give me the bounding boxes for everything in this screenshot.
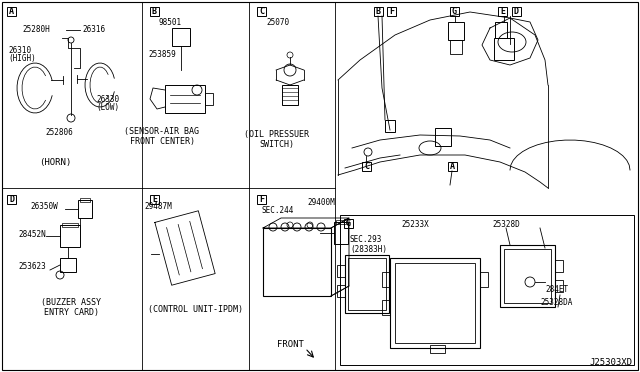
Text: 253623: 253623 (18, 262, 45, 271)
Text: D: D (514, 7, 519, 16)
Bar (387, 7, 396, 16)
Text: C: C (259, 7, 264, 16)
Bar (450, 40, 462, 54)
Bar (450, 7, 459, 16)
Bar (150, 195, 159, 204)
Text: A: A (9, 7, 14, 16)
Text: (HORN): (HORN) (39, 158, 71, 167)
Text: (OIL PRESSUER: (OIL PRESSUER (244, 130, 310, 139)
Bar (494, 38, 514, 60)
Bar (385, 120, 395, 132)
Text: (SENSOR-AIR BAG: (SENSOR-AIR BAG (125, 127, 200, 136)
Text: 29487M: 29487M (144, 202, 172, 211)
Text: (28383H): (28383H) (350, 245, 387, 254)
Text: F: F (389, 7, 394, 16)
Text: 26330: 26330 (96, 95, 119, 104)
Bar (60, 258, 76, 272)
Text: 25280H: 25280H (22, 25, 50, 34)
Text: SEC.244: SEC.244 (261, 206, 293, 215)
Bar (334, 222, 348, 244)
Text: (HIGH): (HIGH) (8, 54, 36, 63)
Text: 25070: 25070 (266, 18, 289, 27)
Bar (495, 22, 507, 38)
Bar (374, 7, 383, 16)
Bar (390, 258, 480, 348)
Text: E: E (152, 195, 157, 204)
Text: A: A (450, 162, 455, 171)
Text: C: C (364, 162, 369, 171)
Bar (555, 280, 563, 292)
Text: 28452N: 28452N (18, 230, 45, 239)
Bar (80, 198, 90, 202)
Text: F: F (259, 195, 264, 204)
Bar (257, 7, 266, 16)
Text: 98501: 98501 (159, 18, 182, 27)
Text: 253859: 253859 (148, 50, 176, 59)
Bar (7, 7, 16, 16)
Bar (362, 162, 371, 171)
Text: 284ET: 284ET (545, 285, 568, 294)
Bar (78, 200, 92, 218)
Bar (263, 228, 331, 296)
Text: FRONT CENTER): FRONT CENTER) (129, 137, 195, 146)
Text: D: D (9, 195, 14, 204)
Text: G: G (452, 7, 457, 16)
Bar (382, 300, 390, 315)
Bar (60, 225, 80, 247)
Bar (504, 249, 551, 303)
Bar (344, 219, 353, 228)
Bar (435, 128, 451, 146)
Text: 29400M: 29400M (307, 198, 335, 207)
Text: E: E (500, 7, 505, 16)
Bar (205, 93, 213, 105)
Bar (150, 7, 159, 16)
Text: B: B (376, 7, 381, 16)
Text: 25233X: 25233X (401, 220, 429, 229)
Text: 26350W: 26350W (30, 202, 58, 211)
Text: SEC.293: SEC.293 (350, 235, 382, 244)
Bar (345, 255, 389, 313)
Text: FRONT: FRONT (276, 340, 303, 349)
Bar (172, 28, 190, 46)
Bar (337, 265, 345, 277)
Bar (257, 195, 266, 204)
Bar (165, 85, 205, 113)
Bar (382, 272, 390, 287)
Bar (480, 272, 488, 287)
Text: (LOW): (LOW) (96, 103, 119, 112)
Bar (340, 215, 634, 365)
Bar (448, 162, 457, 171)
Bar (62, 223, 78, 227)
Text: J25303XD: J25303XD (589, 358, 632, 367)
Bar (336, 220, 346, 224)
Text: 252806: 252806 (45, 128, 73, 137)
Text: ENTRY CARD): ENTRY CARD) (44, 308, 99, 317)
Text: (BUZZER ASSY: (BUZZER ASSY (41, 298, 101, 307)
Text: 26310: 26310 (8, 46, 31, 55)
Text: (CONTROL UNIT-IPDM): (CONTROL UNIT-IPDM) (148, 305, 243, 314)
Bar (555, 260, 563, 272)
Bar (282, 85, 298, 105)
Text: B: B (152, 7, 157, 16)
Text: 26316: 26316 (82, 25, 105, 34)
Text: SWITCH): SWITCH) (259, 140, 294, 149)
Bar (7, 195, 16, 204)
Bar (348, 258, 386, 310)
Bar (500, 245, 555, 307)
Text: 25328DA: 25328DA (540, 298, 572, 307)
Text: 25328D: 25328D (492, 220, 520, 229)
Bar (512, 7, 521, 16)
Text: G: G (346, 219, 351, 228)
Bar (395, 263, 475, 343)
Bar (430, 345, 445, 353)
Bar (498, 7, 507, 16)
Bar (448, 22, 464, 40)
Bar (337, 285, 345, 297)
